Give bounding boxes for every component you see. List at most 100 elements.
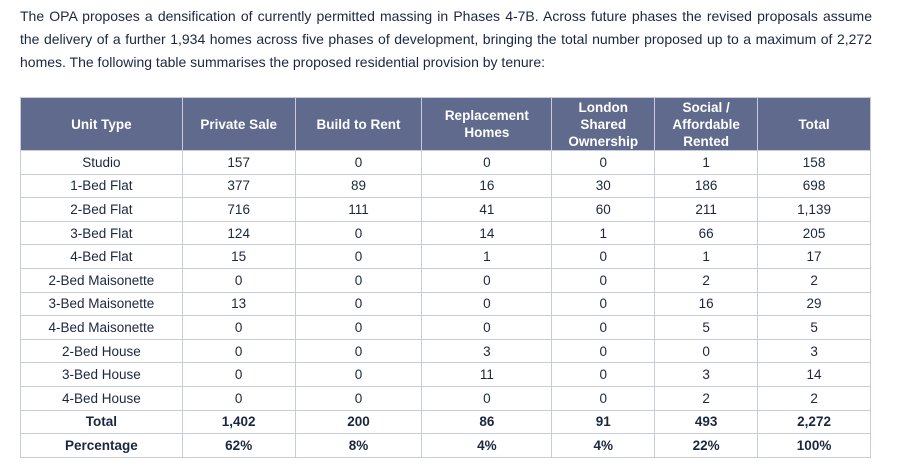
value-cell: 0: [421, 315, 553, 340]
value-cell: 0: [294, 315, 423, 340]
value-cell: 2,272: [757, 409, 871, 435]
value-cell: 0: [181, 267, 296, 293]
unit-type-cell: Percentage: [20, 433, 183, 458]
value-cell: 157: [181, 150, 296, 175]
unit-type-cell: Studio: [20, 150, 183, 175]
value-cell: 0: [654, 338, 759, 364]
value-cell: 0: [181, 362, 296, 387]
value-cell: 698: [757, 173, 871, 199]
value-cell: 16: [421, 173, 553, 199]
value-cell: 1: [421, 244, 553, 269]
table-row: 4-Bed Maisonette 0 0 0 0 5 5: [20, 315, 871, 340]
table-row: 3-Bed Maisonette 13 0 0 0 16 29: [20, 291, 871, 317]
value-cell: 22%: [654, 433, 759, 458]
value-cell: 716: [181, 197, 296, 222]
value-cell: 0: [421, 385, 553, 411]
value-cell: 3: [757, 338, 871, 364]
value-cell: 0: [551, 150, 656, 175]
value-cell: 1: [654, 150, 759, 175]
unit-type-cell: 4-Bed Flat: [20, 244, 183, 269]
value-cell: 4%: [551, 433, 656, 458]
value-cell: 0: [551, 267, 656, 293]
value-cell: 0: [551, 315, 656, 340]
value-cell: 66: [654, 220, 759, 246]
value-cell: 0: [551, 244, 656, 269]
value-cell: 3: [654, 362, 759, 387]
value-cell: 0: [294, 267, 423, 293]
value-cell: 89: [294, 173, 423, 199]
value-cell: 3: [421, 338, 553, 364]
total-row: Total 1,402 200 86 91 493 2,272: [20, 409, 871, 435]
value-cell: 124: [181, 220, 296, 246]
value-cell: 0: [551, 362, 656, 387]
value-cell: 16: [654, 291, 759, 317]
value-cell: 29: [757, 291, 871, 317]
column-header: London Shared Ownership: [551, 97, 656, 151]
value-cell: 0: [294, 362, 423, 387]
value-cell: 4%: [421, 433, 553, 458]
value-cell: 2: [654, 267, 759, 293]
unit-type-cell: 2-Bed Flat: [20, 197, 183, 222]
value-cell: 158: [757, 150, 871, 175]
unit-type-cell: 1-Bed Flat: [20, 173, 183, 199]
value-cell: 0: [181, 338, 296, 364]
value-cell: 13: [181, 291, 296, 317]
value-cell: 2: [654, 385, 759, 411]
unit-type-cell: 4-Bed Maisonette: [20, 315, 183, 340]
value-cell: 1,139: [757, 197, 871, 222]
value-cell: 200: [294, 409, 423, 435]
unit-type-cell: 2-Bed Maisonette: [20, 267, 183, 293]
value-cell: 11: [421, 362, 553, 387]
value-cell: 493: [654, 409, 759, 435]
value-cell: 14: [757, 362, 871, 387]
value-cell: 1: [654, 244, 759, 269]
value-cell: 91: [551, 409, 656, 435]
value-cell: 0: [551, 338, 656, 364]
value-cell: 0: [421, 291, 553, 317]
value-cell: 111: [294, 197, 423, 222]
value-cell: 8%: [294, 433, 423, 458]
value-cell: 41: [421, 197, 553, 222]
value-cell: 15: [181, 244, 296, 269]
value-cell: 0: [294, 338, 423, 364]
value-cell: 205: [757, 220, 871, 246]
value-cell: 0: [181, 385, 296, 411]
value-cell: 2: [757, 267, 871, 293]
column-header: Private Sale: [181, 97, 296, 151]
column-header: Social / Affordable Rented: [654, 97, 759, 151]
value-cell: 30: [551, 173, 656, 199]
table-row: 3-Bed House 0 0 11 0 3 14: [20, 362, 871, 387]
value-cell: 0: [421, 150, 553, 175]
unit-type-cell: 4-Bed House: [20, 385, 183, 411]
unit-type-cell: 3-Bed House: [20, 362, 183, 387]
value-cell: 0: [294, 385, 423, 411]
value-cell: 0: [551, 385, 656, 411]
value-cell: 1: [551, 220, 656, 246]
unit-type-cell: 2-Bed House: [20, 338, 183, 364]
intro-paragraph: The OPA proposes a densification of curr…: [20, 8, 872, 70]
column-header: Unit Type: [20, 97, 183, 151]
column-header: Total: [757, 97, 871, 151]
value-cell: 186: [654, 173, 759, 199]
value-cell: 211: [654, 197, 759, 222]
unit-type-cell: 3-Bed Maisonette: [20, 291, 183, 317]
unit-type-cell: Total: [20, 409, 183, 435]
value-cell: 2: [757, 385, 871, 411]
table-row: 1-Bed Flat 377 89 16 30 186 698: [20, 173, 871, 199]
table-row: 3-Bed Flat 124 0 14 1 66 205: [20, 220, 871, 246]
value-cell: 0: [421, 267, 553, 293]
value-cell: 14: [421, 220, 553, 246]
table-row: 2-Bed Maisonette 0 0 0 0 2 2: [20, 267, 871, 293]
value-cell: 60: [551, 197, 656, 222]
percentage-row: Percentage 62% 8% 4% 4% 22% 100%: [20, 433, 871, 458]
value-cell: 0: [294, 220, 423, 246]
value-cell: 86: [421, 409, 553, 435]
value-cell: 0: [294, 150, 423, 175]
value-cell: 0: [551, 291, 656, 317]
column-header: Build to Rent: [294, 97, 423, 151]
value-cell: 377: [181, 173, 296, 199]
value-cell: 0: [294, 244, 423, 269]
value-cell: 0: [181, 315, 296, 340]
value-cell: 0: [294, 291, 423, 317]
value-cell: 62%: [181, 433, 296, 458]
